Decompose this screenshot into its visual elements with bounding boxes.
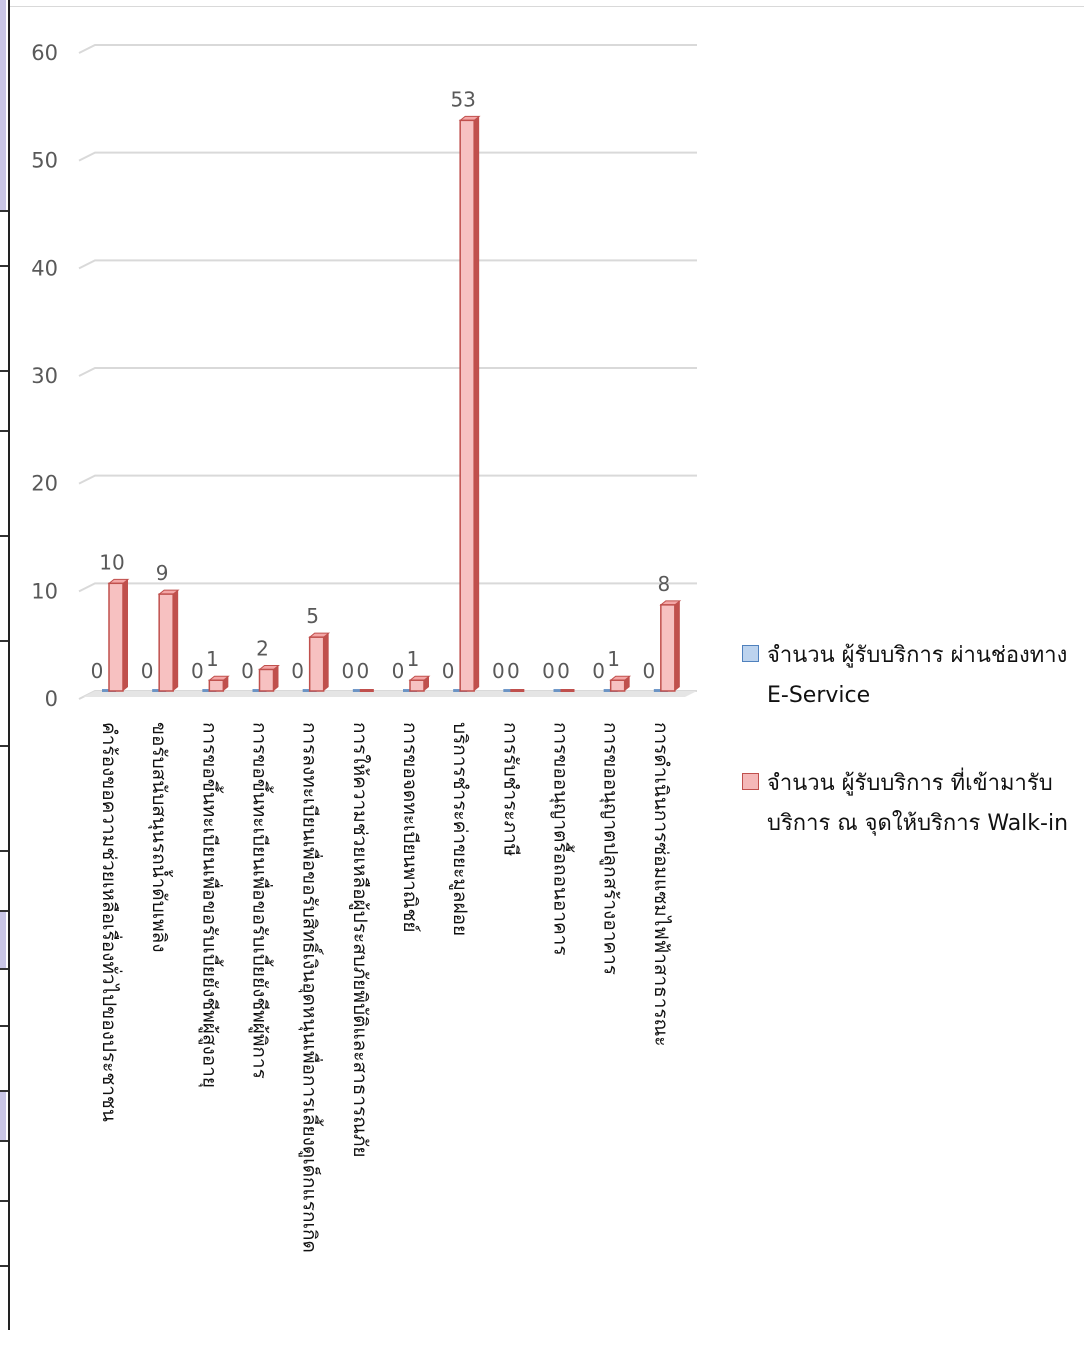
data-label-walkin: 0 (557, 659, 570, 683)
data-label-eservice: 0 (442, 659, 455, 683)
top-border-line (10, 6, 1084, 7)
data-label-eservice: 0 (492, 659, 505, 683)
bar-walkin-side (323, 633, 329, 691)
legend-swatch-walkin (742, 773, 759, 790)
bar-walkin-side (474, 116, 480, 691)
legend-item-eservice: จำนวน ผู้รับบริการ ผ่านช่องทาง E-Service (742, 636, 1082, 716)
data-label-eservice: 0 (592, 659, 605, 683)
legend-item-walkin: จำนวน ผู้รับบริการ ที่เข้ามารับบริการ ณ … (742, 764, 1082, 844)
bar-walkin-side (173, 590, 179, 691)
bar-walkin-side (273, 665, 279, 691)
bar-walkin (660, 604, 676, 692)
bar-walkin (560, 689, 575, 692)
x-category-label: การขออนุญาตปลูกสร้างอาคาร (599, 722, 622, 975)
gridline (78, 151, 697, 162)
gridline (78, 259, 697, 270)
x-category-label: การขออนุญาตรื้อถอนอาคาร (549, 722, 575, 956)
data-label-walkin: 53 (450, 87, 475, 111)
bar-walkin (208, 679, 225, 692)
legend-label-eservice: จำนวน ผู้รับบริการ ผ่านช่องทาง E-Service (767, 643, 1068, 708)
data-label-eservice: 0 (241, 659, 254, 683)
data-label-walkin: 1 (206, 647, 219, 671)
x-category-label: การดำเนินการซ่อมแซมไฟฟ้าสาธารณะ (650, 722, 672, 1046)
data-label-eservice: 0 (341, 659, 354, 683)
x-category-label: ขอรับสนับสนุนรถน้ำดับเพลิง (147, 722, 173, 953)
x-category-label: การให้ความช่วยเหลือผู้ประสบภัยพิบัติและส… (349, 722, 371, 1157)
bar-walkin (459, 119, 475, 692)
chart-floor (83, 691, 697, 697)
data-label-eservice: 0 (191, 659, 204, 683)
x-category-label: การลงทะเบียนเพื่อขอรับสิทธิ์เงินอุดหนุนเ… (298, 722, 325, 1253)
y-tick-label: 20 (31, 472, 58, 496)
bar-walkin (359, 689, 374, 692)
x-category-label: การรับชำระภาษี (499, 722, 521, 856)
x-category-label: การขอจดทะเบียนพาณิชย์ (399, 722, 421, 933)
bar-walkin (258, 668, 275, 692)
y-tick-label: 0 (45, 687, 58, 711)
legend-label-walkin: จำนวน ผู้รับบริการ ที่เข้ามารับบริการ ณ … (767, 771, 1069, 836)
bar-walkin (510, 689, 525, 692)
left-border-strip (0, 0, 10, 1330)
legend: จำนวน ผู้รับบริการ ผ่านช่องทาง E-Service… (742, 636, 1082, 844)
data-label-walkin: 8 (657, 572, 670, 596)
data-label-eservice: 0 (642, 659, 655, 683)
data-label-walkin: 5 (306, 604, 319, 628)
y-tick-label: 40 (31, 256, 58, 280)
data-label-eservice: 0 (542, 659, 555, 683)
data-label-walkin: 10 (99, 550, 124, 574)
data-label-walkin: 0 (356, 659, 369, 683)
data-label-eservice: 0 (141, 659, 154, 683)
data-label-walkin: 1 (407, 647, 420, 671)
data-label-eservice: 0 (291, 659, 304, 683)
data-label-eservice: 0 (392, 659, 405, 683)
x-category-label: คำร้องขอความช่วยเหลือเรื่องทั่วไปของประช… (98, 722, 123, 1122)
bar-walkin-side (624, 676, 630, 691)
bar-walkin (409, 679, 425, 692)
x-category-label: การขอขึ้นทะเบียนเพื่อขอรับเบี้ยยังชีพผู้… (197, 722, 223, 1088)
y-tick-label: 60 (31, 41, 58, 65)
bar-walkin-side (674, 600, 680, 691)
data-label-walkin: 2 (256, 636, 269, 660)
legend-swatch-eservice (742, 645, 759, 662)
gridline (78, 367, 697, 377)
data-label-walkin: 9 (156, 561, 169, 585)
bar-walkin-side (424, 676, 429, 691)
gridline (78, 474, 697, 485)
bar-walkin (108, 582, 124, 692)
data-label-walkin: 0 (507, 659, 520, 683)
gridline (78, 582, 697, 593)
bar-walkin-side (123, 579, 128, 691)
y-tick-label: 30 (31, 364, 58, 388)
data-label-walkin: 1 (607, 647, 620, 671)
bar-walkin (158, 593, 174, 692)
x-category-label: บริการชำระค่าขยะมูลฝอย (449, 722, 471, 936)
bar-walkin (609, 679, 626, 692)
gridline (78, 44, 697, 54)
y-tick-label: 10 (31, 579, 58, 603)
x-category-label: การขอขึ้นทะเบียนเพื่อขอรับเบี้ยยังชีพผู้… (249, 722, 274, 1079)
data-label-eservice: 0 (91, 659, 104, 683)
bar-walkin-side (223, 676, 229, 691)
bar-walkin (308, 636, 325, 692)
y-tick-label: 50 (31, 149, 58, 173)
